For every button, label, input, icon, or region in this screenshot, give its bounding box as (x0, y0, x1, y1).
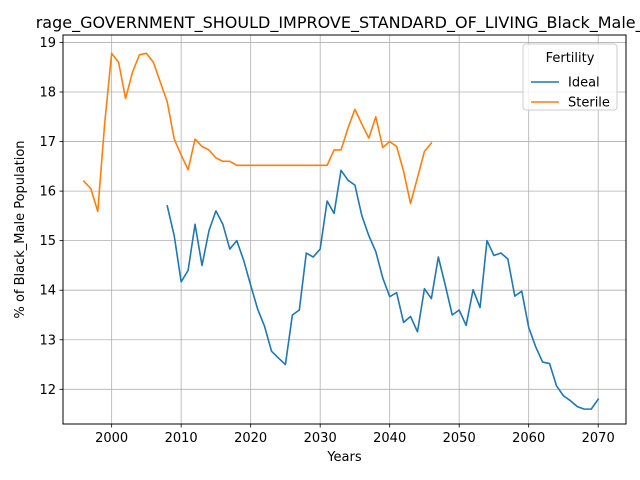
legend-box (522, 43, 618, 111)
y-tick-label: 18 (39, 85, 56, 100)
y-tick-label: 15 (39, 234, 56, 249)
y-tick-label: 14 (39, 284, 56, 299)
legend-label-sterile: Sterile (568, 96, 610, 111)
x-tick-label: 2030 (304, 431, 337, 446)
series-line-sterile (82, 52, 433, 213)
chart-title: rage_GOVERNMENT_SHOULD_IMPROVE_STANDARD_… (36, 13, 640, 33)
x-tick-label: 2040 (373, 431, 406, 446)
y-tick-label: 17 (39, 135, 56, 150)
y-tick-label: 19 (39, 36, 56, 51)
x-tick-label: 2020 (234, 431, 267, 446)
y-tick-label: 13 (39, 333, 56, 348)
y-axis-label: % of Black_Male Population (13, 140, 28, 318)
x-tick-label: 2070 (582, 431, 615, 446)
legend-title: Fertility (546, 51, 595, 66)
series-lines (82, 52, 600, 410)
y-tick-label: 12 (39, 383, 56, 398)
axis-ticks: 2000 2010 2020 2030 2040 2050 2060 2070 12 13 14 15… (39, 36, 614, 446)
x-tick-label: 2000 (95, 431, 128, 446)
series-line-ideal (166, 169, 600, 410)
legend-label-ideal: Ideal (568, 76, 600, 91)
legend: Fertility Ideal Sterile (522, 43, 618, 111)
y-tick-label: 16 (39, 185, 56, 200)
x-tick-label: 2010 (165, 431, 198, 446)
x-axis-label: Years (326, 450, 362, 465)
x-tick-label: 2050 (443, 431, 476, 446)
plot-area (62, 34, 627, 425)
x-tick-label: 2060 (512, 431, 545, 446)
